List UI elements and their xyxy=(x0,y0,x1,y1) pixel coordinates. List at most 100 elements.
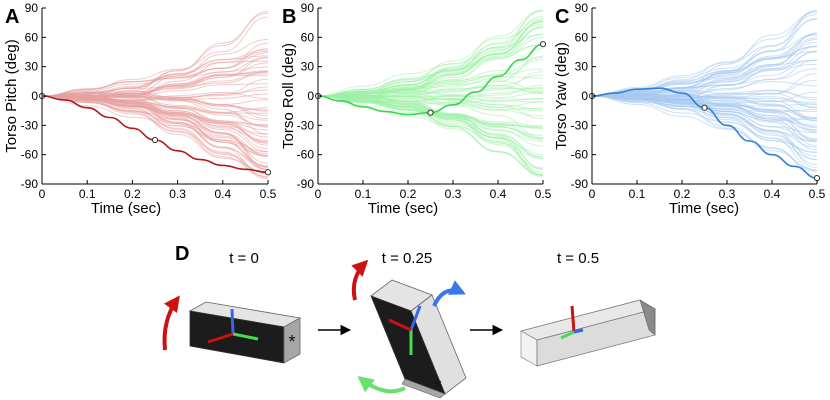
trajectory-marker xyxy=(264,169,272,176)
bundle-trajectory xyxy=(41,16,269,97)
x-tick-label: 0.1 xyxy=(79,187,96,201)
x-tick-label: 0 xyxy=(315,187,322,201)
y-tick-label: -30 xyxy=(21,118,39,132)
panel-letter-a: A xyxy=(5,6,19,28)
y-tick-label: -60 xyxy=(21,148,39,162)
panel-b-axes: 0 0.1 0.2 0.3 0.4 0.5 -90 -60 -30 0 30 60 90 xyxy=(297,1,552,201)
y-tick-label: 30 xyxy=(575,60,589,74)
y-tick-label: 60 xyxy=(301,30,315,44)
x-tick-label: 0.2 xyxy=(124,187,141,201)
pitch-axis-line-t05 xyxy=(570,305,576,333)
bundle-trajectory xyxy=(591,38,818,97)
x-tick-label: 0.3 xyxy=(719,187,736,201)
bundle-trajectory xyxy=(591,14,818,97)
y-tick-label: 60 xyxy=(575,30,589,44)
time-label-t05: t = 0.5 xyxy=(557,250,599,267)
y-tick-label: 30 xyxy=(25,60,39,74)
bundle-trajectory xyxy=(317,24,544,97)
bundle-trajectory xyxy=(591,95,818,177)
bundle-trajectory xyxy=(591,11,818,98)
pitch-rotation-arrow-icon-t025 xyxy=(351,259,369,301)
panel-a-x-axis-title: Time (sec) xyxy=(91,200,161,217)
y-tick-label: -90 xyxy=(297,177,315,191)
x-tick-label: 0.1 xyxy=(629,187,646,201)
roll-axis-line xyxy=(232,332,259,341)
bundle-trajectory xyxy=(591,95,818,171)
bundle-trajectory xyxy=(41,95,269,173)
trajectory-marker xyxy=(701,104,708,111)
bundle-trajectory xyxy=(317,95,544,173)
panel-c-y-axis-title: Torso Yaw (deg) xyxy=(553,42,570,150)
y-tick-label: 30 xyxy=(301,60,315,74)
panel-a-axes: 0 0.1 0.2 0.3 0.4 0.5 -90 -60 -30 0 30 60 90 xyxy=(21,1,277,201)
x-tick-label: 0.5 xyxy=(260,187,277,201)
x-tick-label: 0.1 xyxy=(355,187,372,201)
time-label-t025: t = 0.25 xyxy=(382,250,432,267)
panel-letter-c: C xyxy=(555,6,569,28)
bundle-trajectory xyxy=(591,79,818,97)
panel-a-bundle xyxy=(41,10,269,180)
y-tick-label: 90 xyxy=(575,1,589,15)
roll-axis-line-t05 xyxy=(560,330,575,340)
x-tick-label: 0.4 xyxy=(214,187,231,201)
y-tick-label: -60 xyxy=(571,148,589,162)
bundle-trajectory xyxy=(41,92,269,167)
trajectory-marker xyxy=(539,41,547,48)
bundle-trajectory xyxy=(317,95,544,176)
y-tick-label: -90 xyxy=(21,177,39,191)
bundle-trajectory xyxy=(317,20,544,98)
bundle-trajectory xyxy=(317,10,544,98)
y-tick-label: -60 xyxy=(297,148,315,162)
pitch-axis-line-t025 xyxy=(388,318,412,332)
bundle-trajectory xyxy=(317,94,544,170)
x-tick-label: 0.2 xyxy=(400,187,417,201)
block-t025-end-face xyxy=(401,378,446,399)
block-t0: * xyxy=(162,295,302,364)
x-tick-label: 0.4 xyxy=(764,187,781,201)
y-tick-label: 60 xyxy=(25,30,39,44)
panel-b-x-axis-title: Time (sec) xyxy=(368,200,438,217)
y-tick-label: -90 xyxy=(571,177,589,191)
block-t05 xyxy=(519,299,657,367)
y-tick-label: 0 xyxy=(581,89,588,103)
y-tick-label: -30 xyxy=(571,118,589,132)
block-t025: * xyxy=(351,259,467,399)
bundle-trajectory xyxy=(41,95,269,178)
x-tick-label: 0.3 xyxy=(445,187,462,201)
bundle-trajectory xyxy=(317,86,544,97)
yaw-rotation-arrow-icon xyxy=(432,280,466,307)
panel-c-x-axis-title: Time (sec) xyxy=(669,200,739,217)
face-marker-asterisk: * xyxy=(288,332,295,352)
pitch-axis-line xyxy=(207,332,234,344)
panel-b-y-axis-title: Torso Roll (deg) xyxy=(280,43,297,149)
bundle-trajectory xyxy=(317,37,544,100)
y-tick-label: 90 xyxy=(25,1,39,15)
block-t0-end-face xyxy=(283,317,301,364)
panel-d: D t = 0 t = 0.25 t = 0.5 * * xyxy=(162,243,657,399)
bundle-trajectory xyxy=(41,95,269,171)
bundle-trajectory xyxy=(41,10,269,97)
bundle-trajectory xyxy=(41,92,269,127)
y-tick-label: -30 xyxy=(297,118,315,132)
y-tick-label: 0 xyxy=(307,89,314,103)
bundle-trajectory xyxy=(317,94,544,119)
time-label-t0: t = 0 xyxy=(229,250,259,267)
x-tick-label: 0.2 xyxy=(674,187,691,201)
trajectory-marker xyxy=(427,109,434,116)
bundle-trajectory xyxy=(591,68,818,97)
panel-b-highlight xyxy=(314,41,547,116)
bundle-trajectory xyxy=(317,71,544,99)
panel-b: B 0 0.1 0.2 0.3 0.4 0.5 -90 -60 -30 0 30 60 90 Time … xyxy=(280,1,552,217)
panel-c-bundle xyxy=(591,9,818,177)
bundle-trajectory xyxy=(317,27,544,97)
block-t05-end-face xyxy=(639,299,656,336)
panel-a-y-axis-title: Torso Pitch (deg) xyxy=(3,39,20,152)
panel-c-axes: 0 0.1 0.2 0.3 0.4 0.5 -90 -60 -30 0 30 60 90 xyxy=(571,1,826,201)
bundle-trajectory xyxy=(591,95,818,161)
x-tick-label: 0.4 xyxy=(490,187,507,201)
x-tick-label: 0.5 xyxy=(809,187,826,201)
x-tick-label: 0.5 xyxy=(535,187,552,201)
bundle-trajectory xyxy=(41,39,269,100)
panel-letter-d: D xyxy=(175,243,189,265)
